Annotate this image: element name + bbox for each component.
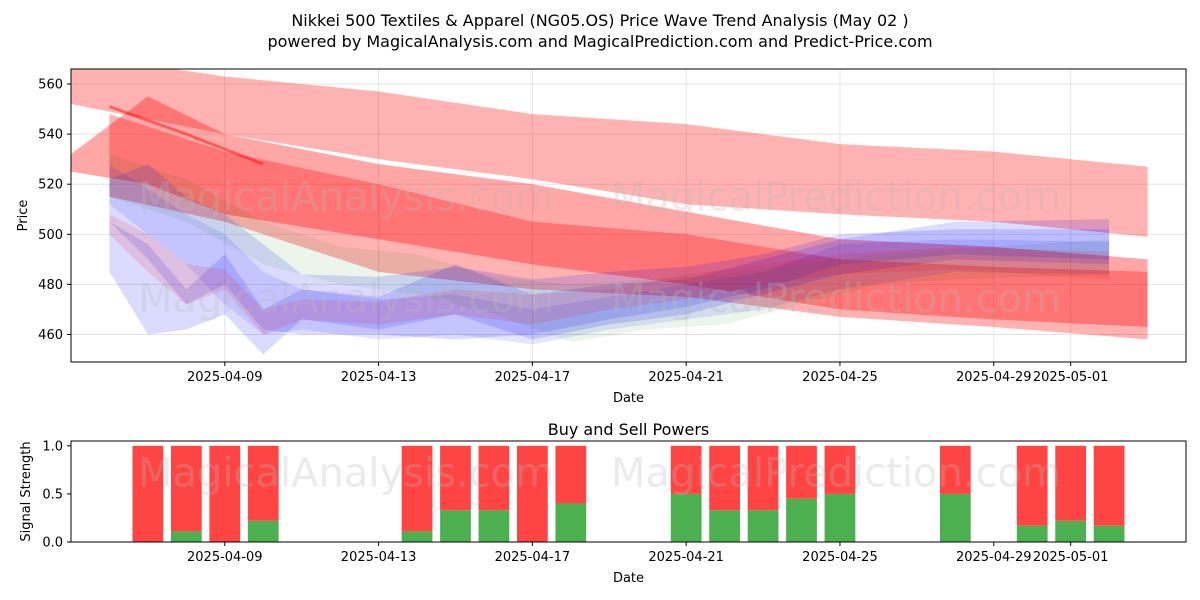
x-tick-label: 2025-04-25 xyxy=(802,550,878,565)
sell-bar xyxy=(401,445,433,532)
buy-bar xyxy=(401,531,433,542)
sell-bar xyxy=(939,445,971,494)
x-tick-label: 2025-04-09 xyxy=(187,370,263,385)
x-tick-label: 2025-04-17 xyxy=(495,370,571,385)
buy-bar xyxy=(1055,520,1087,542)
plot-frame xyxy=(70,440,1187,543)
plot-frame xyxy=(70,68,1187,363)
wave-band-green xyxy=(109,154,1110,342)
y-tick-label: 0.0 xyxy=(42,536,63,551)
x-axis-label: Date xyxy=(613,391,644,406)
wave-band-blue xyxy=(109,164,1110,340)
y-tick-label: 500 xyxy=(38,228,63,243)
y-tick-label: 1.0 xyxy=(42,439,63,454)
buy-bar xyxy=(747,510,779,542)
price-wave-panel: MagicalAnalysis.com MagicalPrediction.com… xyxy=(16,68,1187,406)
wave-band-red xyxy=(71,96,1148,327)
buy-bar xyxy=(939,493,971,542)
buy-bar xyxy=(440,510,471,542)
x-axis-label: Date xyxy=(613,571,644,586)
x-tick-label: 2025-04-17 xyxy=(495,550,571,565)
x-tick-label: 2025-05-01 xyxy=(1033,370,1109,385)
watermark-text: MagicalAnalysis.com xyxy=(138,276,554,322)
y-axis-label: Signal Strength xyxy=(19,441,34,541)
y-tick-label: 460 xyxy=(38,328,63,343)
x-tick-label: 2025-04-09 xyxy=(187,550,263,565)
plot-area xyxy=(71,69,1148,355)
watermark-text: MagicalPrediction.com xyxy=(611,175,1061,221)
sell-bar xyxy=(709,445,740,511)
y-tick-label: 540 xyxy=(38,128,63,143)
sell-bar xyxy=(517,445,548,542)
buy-bar xyxy=(170,531,202,542)
sell-bar xyxy=(440,445,471,511)
watermark-text: MagicalAnalysis.com xyxy=(138,175,554,221)
y-tick-label: 0.5 xyxy=(42,487,63,502)
x-tick-label: 2025-04-29 xyxy=(956,550,1032,565)
sell-bar xyxy=(170,445,202,532)
y-tick-label: 560 xyxy=(38,78,63,93)
sell-bar xyxy=(555,445,587,504)
y-tick-label: 480 xyxy=(38,278,63,293)
trend-line xyxy=(108,105,264,166)
wave-band-red xyxy=(109,114,1148,340)
sell-bar xyxy=(247,445,279,521)
buy-sell-panel: MagicalAnalysis.com MagicalPrediction.com… xyxy=(19,420,1187,586)
x-tick-label: 2025-04-29 xyxy=(956,370,1032,385)
buy-bar xyxy=(478,510,510,542)
wave-band-red xyxy=(109,214,1110,335)
sell-bar xyxy=(747,445,779,511)
sell-bar xyxy=(1093,445,1125,526)
chart-subtitle: powered by MagicalAnalysis.com and Magic… xyxy=(267,32,932,51)
x-tick-label: 2025-04-21 xyxy=(648,550,724,565)
buy-bar xyxy=(786,498,817,542)
sell-bar xyxy=(132,445,164,542)
x-tick-label: 2025-05-01 xyxy=(1033,550,1109,565)
sell-bar xyxy=(1016,445,1048,526)
x-tick-label: 2025-04-13 xyxy=(341,370,417,385)
y-tick-label: 520 xyxy=(38,178,63,193)
buy-bar xyxy=(824,493,856,542)
sell-bar xyxy=(824,445,856,494)
buy-bar xyxy=(1093,525,1125,542)
watermark-text: MagicalPrediction.com xyxy=(611,451,1061,497)
x-tick-label: 2025-04-21 xyxy=(648,370,724,385)
watermark-text: MagicalAnalysis.com xyxy=(138,451,554,497)
watermark-text: MagicalPrediction.com xyxy=(611,276,1061,322)
wave-band-red xyxy=(71,69,1148,237)
buy-bar xyxy=(670,493,702,542)
y-axis-label: Price xyxy=(16,200,31,232)
wave-band-blue xyxy=(109,164,1110,345)
sell-bar xyxy=(670,445,702,494)
x-tick-label: 2025-04-25 xyxy=(802,370,878,385)
buy-bar xyxy=(555,503,587,542)
sell-bar xyxy=(478,445,510,511)
x-tick-label: 2025-04-13 xyxy=(341,550,417,565)
wave-band-blue xyxy=(109,219,1110,355)
panel-title: Buy and Sell Powers xyxy=(548,420,710,439)
sell-bar xyxy=(786,445,817,499)
buy-bar xyxy=(247,520,279,542)
chart-title: Nikkei 500 Textiles & Apparel (NG05.OS) … xyxy=(291,11,908,30)
buy-bar xyxy=(709,510,740,542)
sell-bar xyxy=(1055,445,1087,521)
sell-bar xyxy=(209,445,241,542)
buy-bar xyxy=(1016,525,1048,542)
